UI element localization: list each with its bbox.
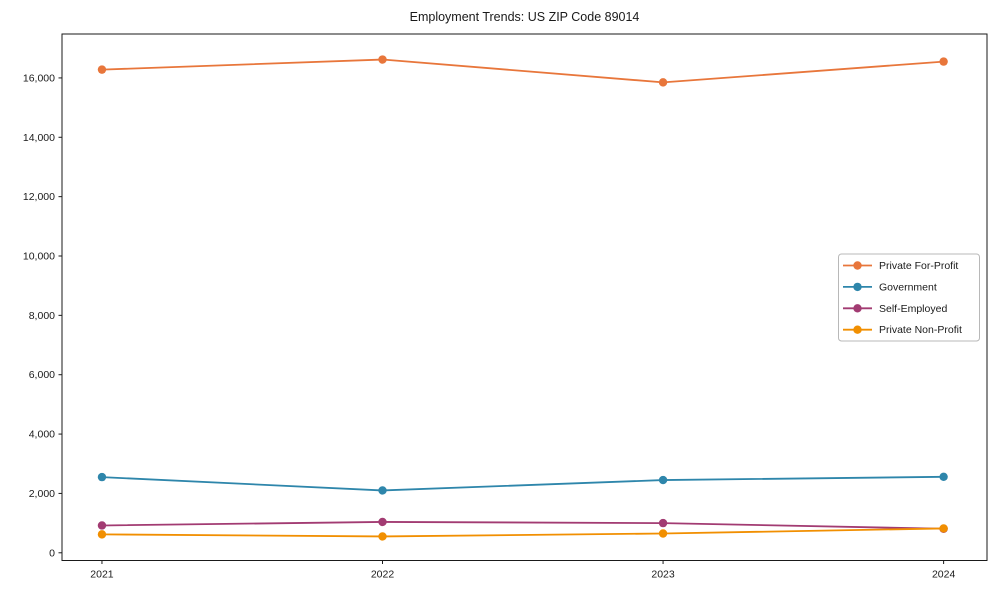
- data-point-private-non-profit: [97, 530, 107, 539]
- y-tick-label: 4,000: [29, 429, 55, 441]
- legend-label: Private For-Profit: [879, 260, 958, 272]
- data-point-private-for-profit: [939, 57, 948, 66]
- data-point-private-for-profit: [378, 55, 387, 64]
- legend-label: Self-Employed: [879, 303, 947, 315]
- chart-title: Employment Trends: US ZIP Code 89014: [409, 10, 640, 24]
- series-line-self-employed: [101, 521, 944, 530]
- data-point-self-employed: [658, 518, 668, 528]
- legend-box: [838, 253, 980, 342]
- y-tick-label: 16,000: [23, 72, 55, 84]
- legend-label: Private Non-Profit: [879, 324, 962, 336]
- data-point-government: [658, 475, 668, 485]
- data-point-self-employed: [378, 517, 387, 527]
- data-point-private-non-profit: [658, 529, 668, 538]
- plot-border: [61, 33, 988, 561]
- legend-marker: [853, 282, 862, 292]
- y-tick-label: 8,000: [29, 310, 55, 322]
- x-tick-label: 2024: [932, 569, 956, 581]
- data-point-private-non-profit: [939, 524, 948, 533]
- data-point-private-for-profit: [97, 65, 107, 74]
- x-tick-label: 2021: [90, 569, 114, 581]
- y-tick-label: 10,000: [23, 250, 55, 262]
- data-point-government: [97, 472, 107, 482]
- data-point-private-non-profit: [378, 532, 387, 541]
- data-point-government: [939, 472, 948, 482]
- series-line-government: [101, 475, 944, 492]
- legend-marker: [853, 304, 862, 313]
- legend-marker: [853, 325, 862, 334]
- y-tick-label: 0: [49, 547, 55, 559]
- data-point-government: [378, 486, 387, 495]
- y-tick-label: 6,000: [29, 369, 55, 381]
- y-tick-label: 12,000: [23, 191, 55, 203]
- data-point-private-for-profit: [658, 78, 668, 87]
- x-tick-label: 2023: [651, 569, 675, 581]
- x-tick-label: 2022: [371, 569, 395, 581]
- legend-marker: [853, 261, 862, 270]
- legend-label: Government: [879, 281, 937, 293]
- y-tick-label: 2,000: [29, 488, 55, 500]
- series-line-private-non-profit: [101, 527, 944, 538]
- series-line-private-for-profit: [101, 58, 944, 84]
- y-tick-label: 14,000: [23, 132, 55, 144]
- data-point-self-employed: [97, 521, 107, 530]
